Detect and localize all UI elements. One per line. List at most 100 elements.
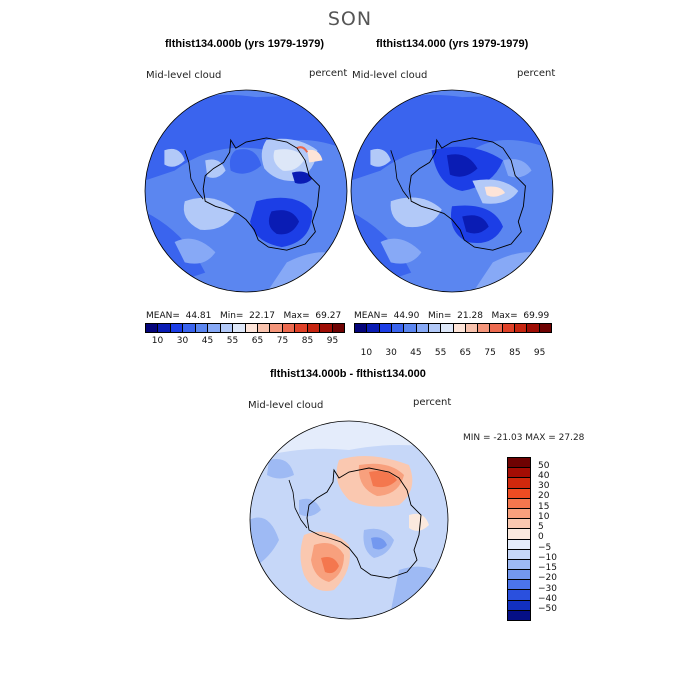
- colorbar-swatch: [465, 324, 479, 332]
- colorbar-swatch: [158, 324, 171, 332]
- colorbar-swatch: [508, 610, 530, 620]
- diff-variable-label: Mid-level cloud: [248, 400, 324, 411]
- colorbar-swatch: [508, 498, 530, 509]
- colorbar-swatch: [527, 324, 540, 332]
- colorbar-tick-label: 0: [538, 532, 544, 543]
- colorbar-swatch: [404, 324, 417, 332]
- colorbar-tick-label: 75: [484, 348, 496, 358]
- right-units-label: percent: [517, 68, 556, 79]
- colorbar-tick-label: −15: [538, 563, 557, 574]
- colorbar-swatch: [257, 324, 271, 332]
- colorbar-tick-label: 85: [509, 348, 521, 358]
- colorbar-swatch: [508, 570, 530, 581]
- diff-minmax-text: MIN = -21.03 MAX = 27.28: [463, 433, 585, 443]
- diff-polar-map: [249, 420, 449, 620]
- colorbar-tick-label: 50: [538, 460, 550, 471]
- colorbar-tick-label: −10: [538, 552, 557, 563]
- colorbar-tick-label: 30: [385, 348, 397, 358]
- colorbar-swatch: [170, 324, 184, 332]
- colorbar-tick-label: −30: [538, 583, 557, 594]
- left-stats-text: MEAN= 44.81 Min= 22.17 Max= 69.27: [146, 311, 342, 321]
- colorbar-swatch: [428, 324, 442, 332]
- colorbar-swatch: [355, 324, 368, 332]
- colorbar-swatch: [508, 478, 530, 489]
- colorbar-tick-label: 65: [251, 336, 264, 346]
- colorbar-swatch: [508, 529, 530, 540]
- colorbar-swatch: [379, 324, 392, 332]
- right-colorbar: [354, 323, 552, 333]
- left-variable-label: Mid-level cloud: [146, 70, 222, 81]
- colorbar-swatch: [282, 324, 296, 332]
- colorbar-swatch: [478, 324, 491, 332]
- right-stats-text: MEAN= 44.90 Min= 21.28 Max= 69.99: [354, 311, 550, 321]
- left-colorbar: [145, 323, 345, 333]
- colorbar-swatch: [490, 324, 503, 332]
- season-title: SON: [327, 8, 373, 30]
- colorbar-tick-label: 15: [538, 501, 550, 512]
- colorbar-tick-label: 10: [151, 336, 164, 346]
- colorbar-swatch: [416, 324, 429, 332]
- colorbar-swatch: [195, 324, 209, 332]
- colorbar-tick-label: 95: [533, 348, 546, 358]
- colorbar-swatch: [508, 539, 530, 550]
- colorbar-swatch: [391, 324, 405, 332]
- diff-colorbar: [507, 457, 531, 621]
- colorbar-swatch: [320, 324, 333, 332]
- colorbar-swatch: [208, 324, 221, 332]
- colorbar-swatch: [508, 549, 530, 560]
- colorbar-tick-label: 55: [226, 336, 239, 346]
- right-polar-map: [350, 89, 554, 293]
- colorbar-tick-label: 10: [360, 348, 373, 358]
- colorbar-swatch: [367, 324, 380, 332]
- colorbar-swatch: [307, 324, 321, 332]
- colorbar-tick-label: −20: [538, 573, 557, 584]
- right-panel-title: flthist134.000 (yrs 1979-1979): [376, 38, 529, 50]
- colorbar-swatch: [508, 580, 530, 591]
- colorbar-swatch: [245, 324, 258, 332]
- colorbar-tick-label: 75: [276, 336, 289, 346]
- colorbar-tick-label: 10: [538, 511, 550, 522]
- colorbar-swatch: [515, 324, 528, 332]
- colorbar-tick-label: 65: [459, 348, 472, 358]
- colorbar-swatch: [441, 324, 454, 332]
- colorbar-swatch: [508, 488, 530, 499]
- colorbar-swatch: [220, 324, 234, 332]
- colorbar-tick-label: 40: [538, 470, 550, 481]
- colorbar-swatch: [508, 508, 530, 520]
- left-polar-map: [144, 89, 348, 293]
- colorbar-swatch: [183, 324, 196, 332]
- colorbar-tick-label: 45: [410, 348, 422, 358]
- colorbar-tick-label: −5: [538, 542, 552, 553]
- colorbar-swatch: [233, 324, 246, 332]
- colorbar-tick-label: −50: [538, 604, 557, 615]
- colorbar-swatch: [508, 519, 530, 530]
- diff-units-label: percent: [413, 397, 452, 408]
- colorbar-swatch: [270, 324, 283, 332]
- colorbar-swatch: [453, 324, 466, 332]
- colorbar-tick-label: 45: [201, 336, 214, 346]
- colorbar-swatch: [539, 324, 551, 332]
- diff-colorbar-ticks: 50 40 30 20 15 10 5 0 −5 −10 −15 −20 −30 −40 −50: [538, 457, 578, 621]
- colorbar-swatch: [146, 324, 159, 332]
- colorbar-tick-label: 30: [176, 336, 189, 346]
- colorbar-swatch: [508, 559, 530, 571]
- left-units-label: percent: [309, 68, 348, 79]
- colorbar-tick-label: 30: [538, 481, 550, 492]
- right-colorbar-ticks: 10 30 45 55 65 75 85 95: [354, 348, 552, 360]
- colorbar-swatch: [295, 324, 308, 332]
- colorbar-tick-label: 55: [434, 348, 447, 358]
- colorbar-swatch: [332, 324, 344, 332]
- colorbar-tick-label: 5: [538, 522, 544, 533]
- right-variable-label: Mid-level cloud: [352, 70, 428, 81]
- left-colorbar-ticks: 10 30 45 55 65 75 85 95: [145, 336, 345, 348]
- colorbar-swatch: [502, 324, 516, 332]
- colorbar-tick-label: −40: [538, 593, 557, 604]
- colorbar-tick-label: 20: [538, 491, 550, 502]
- colorbar-swatch: [508, 590, 530, 601]
- diff-panel-title: flthist134.000b - flthist134.000: [270, 368, 426, 380]
- colorbar-swatch: [508, 458, 530, 469]
- colorbar-swatch: [508, 600, 530, 611]
- colorbar-tick-label: 85: [301, 336, 314, 346]
- left-panel-title: flthist134.000b (yrs 1979-1979): [165, 38, 324, 50]
- colorbar-tick-label: 95: [326, 336, 339, 346]
